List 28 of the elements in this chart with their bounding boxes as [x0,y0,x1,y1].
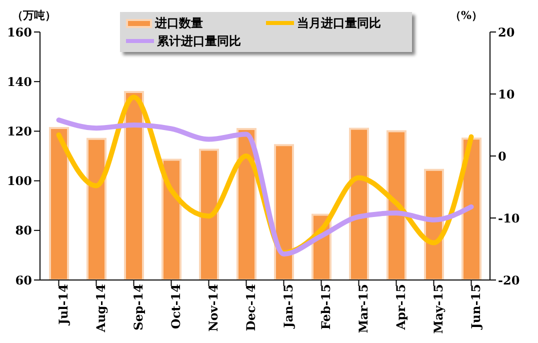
x-tick-label: Jan-15 [281,284,296,329]
legend-label: 当月进口量同比 [296,14,382,32]
x-tick-label: Dec-14 [244,284,258,332]
y2-tick-label: 20 [498,25,515,40]
x-tick-label: May-15 [431,284,446,334]
y-tick-label: 160 [6,25,32,40]
x-tick-label: Aug-14 [94,284,108,334]
y2-tick-label: -10 [498,211,520,226]
y-tick-label: 80 [15,224,32,238]
x-tick-label: Nov-14 [206,284,220,332]
x-tick-label: Jul-14 [56,284,70,326]
legend-label: 累计进口量同比 [156,32,242,50]
x-tick-label: Mar-15 [356,284,370,334]
y-tick-label: 100 [6,174,32,188]
y-tick-label: 140 [6,74,32,89]
x-tick-label: Sep-14 [131,284,146,330]
y2-axis-title: （%） [450,8,482,23]
x-tick-label: Jun-15 [468,284,483,330]
y2-tick-label: 0 [498,149,506,164]
y2-tick-label: -20 [498,273,520,288]
legend-label: 进口数量 [154,14,204,32]
y-axis-title: （万吨） [12,8,56,23]
x-tick-label: Oct-14 [168,284,183,329]
y2-tick-label: 10 [498,87,515,102]
y-tick-label: 60 [15,273,32,288]
x-tick-label: Apr-15 [394,284,408,331]
y-tick-label: 120 [6,124,32,138]
x-tick-label: Feb-15 [318,284,333,330]
